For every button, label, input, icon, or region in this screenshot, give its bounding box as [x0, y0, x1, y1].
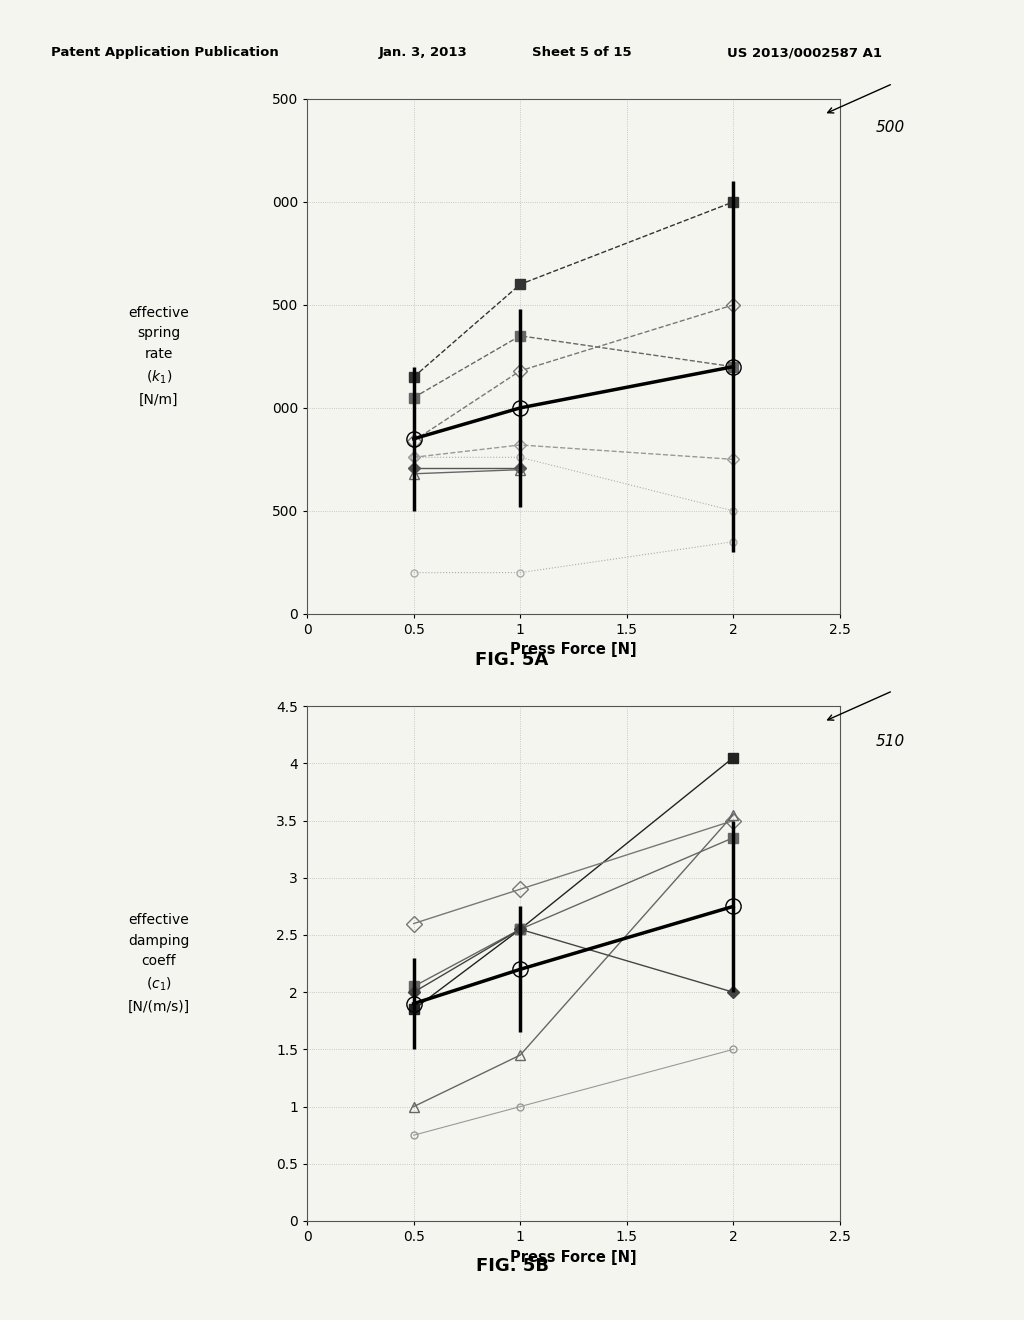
Text: effective
spring
rate
$(k_1)$
[N/m]: effective spring rate $(k_1)$ [N/m]: [128, 306, 189, 407]
Text: Patent Application Publication: Patent Application Publication: [51, 46, 279, 59]
Text: US 2013/0002587 A1: US 2013/0002587 A1: [727, 46, 882, 59]
X-axis label: Press Force [N]: Press Force [N]: [510, 1250, 637, 1265]
Text: FIG. 5A: FIG. 5A: [475, 651, 549, 669]
Text: FIG. 5B: FIG. 5B: [475, 1257, 549, 1275]
Text: effective
damping
coeff
$(c_1)$
[N/(m/s)]: effective damping coeff $(c_1)$ [N/(m/s)…: [128, 913, 189, 1014]
Text: 510: 510: [876, 734, 905, 748]
Text: Sheet 5 of 15: Sheet 5 of 15: [532, 46, 632, 59]
Text: Jan. 3, 2013: Jan. 3, 2013: [379, 46, 468, 59]
Text: 500: 500: [876, 120, 905, 135]
X-axis label: Press Force [N]: Press Force [N]: [510, 643, 637, 657]
